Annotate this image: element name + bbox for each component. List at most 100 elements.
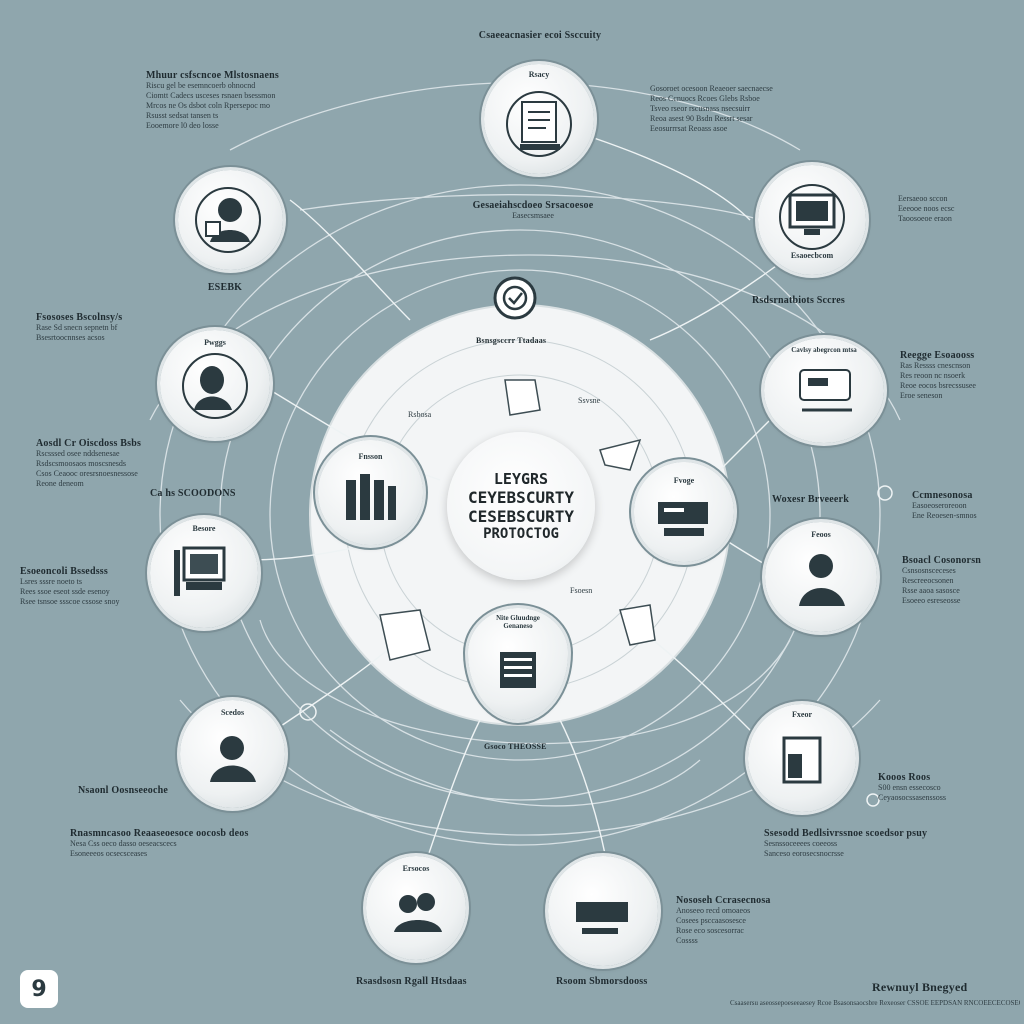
label-right-1-title-text: Rsdsrnatbiots Sccres <box>752 295 845 306</box>
label-left-2-desc-4: Reone deneom <box>36 479 84 488</box>
label-inner-small-2: Ssvsne <box>578 396 600 406</box>
node-inner-left-caption: Fnsson <box>358 452 383 461</box>
node-left-lower: Besore <box>150 518 258 628</box>
label-bottom-left-caption-text: Rsasdsosn Rgall Htsdaas <box>356 976 467 987</box>
label-inner-top: Bsnsgsccrr Ttadaas <box>476 336 546 345</box>
label-bottom-mid-title: Nososeh Ccrasecnosa <box>676 895 771 906</box>
server-icon <box>658 502 708 536</box>
node-inner-bottom-caption: Nite Gluudnge Genaneso <box>496 614 540 630</box>
node-left-lower-caption: Besore <box>192 524 216 533</box>
label-right-1-desc-1: Eersaeoo sccon <box>898 194 948 203</box>
footer: Csaasersu aseossepoeseeaesey Rcoe Bsason… <box>730 998 1020 1008</box>
center-line-4: PROTOCTOG <box>483 526 559 542</box>
center-line-3: CESEBSCURTY <box>468 507 574 526</box>
node-left-upper-caption: ESEBK <box>185 282 265 293</box>
diagram-title-text: Csaeeacnasier ecoi Ssccuity <box>478 30 602 41</box>
label-right-3-tag-text: Woxesr Brveeerk <box>772 494 849 505</box>
label-left-1-title: Fsososes Bscolnsy/s <box>36 312 123 323</box>
label-right-4-title: Bsoacl Cosonorsn <box>902 555 982 566</box>
label-left-2-tag: Ca hs SCOODONS <box>150 488 236 499</box>
label-top-center: Gesaeiahscdoeo Srsacoesoe Easecsmsaee <box>448 200 618 221</box>
label-top-right-desc-4: Reoa asest 90 Bsdn Ressrt sesar <box>650 114 753 123</box>
label-bottom-right-2-desc-1: Sesnssoceeees coeeoss <box>764 839 838 848</box>
label-inner-small-1-text: Rsbosa <box>408 410 432 419</box>
hex-badge: 9 <box>20 970 58 1008</box>
label-bottom-right-2-title: Ssesodd Bedlsivrssnoe scoedsor psuy <box>764 828 928 839</box>
node-bottom-right-upper: Fxeor <box>748 704 856 812</box>
node-right-mid-caption: Feoos <box>811 530 831 539</box>
label-top-center-title: Gesaeiahscdoeo Srsacoesoe <box>472 200 594 211</box>
label-top-center-sub: Easecsmsaee <box>512 211 554 220</box>
label-left-2: Aosdl Cr Oiscdoss Bsbs Rscsssed osee ndd… <box>36 438 141 489</box>
diagram-title: Csaeeacnasier ecoi Ssccuity <box>440 30 640 41</box>
label-left-3: Esoeoncoli Bssedsss Lsres sssre noeto ts… <box>20 566 120 607</box>
label-right-2-title: Reegge Esoaooss <box>900 350 975 361</box>
brand-logo-text: Rewnuyl Bnegyed <box>872 980 968 994</box>
label-inner-bottom: Gsoco THEOSSE <box>484 742 547 751</box>
hacker-icon <box>182 353 248 419</box>
label-left-2-desc-3: Csos Ceaooc oresrsnoesnessose <box>36 469 138 478</box>
label-bottom-mid-desc-2: Cosees psccaasosesce <box>676 916 746 925</box>
label-bottom-left-2-desc-1: Nesa Css oeco dasso oeseacscecs <box>70 839 177 848</box>
label-bottom-left-2: Rnasmncasoo Reaaseoesoce oocosb deos Nes… <box>70 828 249 859</box>
node-left-upper <box>178 170 283 270</box>
label-right-1-desc-2: Eeeooe noos ecsc <box>898 204 955 213</box>
label-top-left-desc-5: Eooemore l0 deo losse <box>146 121 219 130</box>
label-right-3-desc-2: Ene Reoesen-smnos <box>912 511 977 520</box>
label-top-left-desc-3: Mrcos ne Os dsbot coln Rpersepoc mo <box>146 101 270 110</box>
toolbox-icon <box>799 369 852 412</box>
center-line-1: LEYGRS <box>493 470 549 488</box>
label-bottom-mid-desc-4: Cossss <box>676 936 698 945</box>
keyboard-icon <box>576 902 628 934</box>
label-bottom-mid-caption: Rsoom Sbmorsdooss <box>556 976 647 987</box>
monitor-icon <box>779 184 845 250</box>
label-left-3-desc-3: Rsee tsnsoe ssscoe cssose snoy <box>20 597 120 606</box>
label-left-1: Fsososes Bscolnsy/s Rase Sd snecn sepnet… <box>36 312 122 343</box>
label-right-4: Bsoacl Cosonorsn Csnsosnsceceses Rescree… <box>902 555 981 606</box>
node-right-mid: Feoos <box>765 522 877 632</box>
node-top-right-caption: Esaoecbcom <box>790 251 834 260</box>
label-bottom-mid-desc-1: Anoseeo recd omoaeos <box>676 906 751 915</box>
node-top: Rsacy <box>484 64 594 174</box>
label-bottom-mid-desc-3: Rose eco soscesorrac <box>676 926 744 935</box>
center-line-2: CEYEBSCURTY <box>468 488 574 507</box>
label-right-1-desc-3: Taoosoeoe eraon <box>898 214 952 223</box>
label-bottom-right-1: Kooos Roos S00 ensn essecosco Ceyaosocss… <box>878 772 946 803</box>
node-bottom-mid-right <box>548 856 658 966</box>
label-left-3-desc-1: Lsres sssre noeto ts <box>20 577 82 586</box>
label-right-1: Eersaeoo sccon Eeeooe noos ecsc Taoosoeo… <box>898 194 954 224</box>
label-top-right-desc-2: Reos Ccnuocs Rcoes Glebs Rsboe <box>650 94 760 103</box>
node-bottom-left-caption: Scedos <box>220 708 245 717</box>
label-bottom-left-caption: Rsasdsosn Rgall Htsdaas <box>356 976 467 987</box>
label-left-2-title: Aosdl Cr Oiscdoss Bsbs <box>36 438 142 449</box>
node-inner-right: Fvoge <box>634 462 734 562</box>
label-bottom-right-1-title: Kooos Roos <box>878 772 931 783</box>
node-bottom-mid-left: Ersocos <box>366 856 466 960</box>
node-inner-left: Fnsson <box>318 440 423 545</box>
label-top-right-desc-1: Gosoroet ocesoon Reaeoer saecnaecse <box>650 84 773 93</box>
node-inner-right-caption: Fvoge <box>673 476 695 485</box>
cabinet-icon <box>782 736 822 784</box>
label-bottom-left: Nsaonl Oosnseeoche <box>78 785 168 796</box>
label-top-right: Gosoroet ocesoon Reaeoer saecnaecse Reos… <box>650 84 773 134</box>
label-inner-top-text: Bsnsgsccrr Ttadaas <box>476 336 547 345</box>
label-right-1-title: Rsdsrnatbiots Sccres <box>752 295 845 306</box>
label-top-right-desc-3: Tsveo rseor rscusnass nsecsuirr <box>650 104 751 113</box>
node-right-upper-caption: Cavlsy abegrcon mtsa <box>791 346 857 354</box>
person-icon <box>799 554 845 606</box>
label-right-2: Reegge Esoaooss Ras Ressss cnescnson Res… <box>900 350 976 401</box>
label-bottom-left-title: Nsaonl Oosnseeoche <box>78 785 168 796</box>
label-bottom-right-2-desc-2: Sanceso eorosecsnocrsse <box>764 849 844 858</box>
footer-text: Csaasersu aseossepoeseeaesey Rcoe Bsason… <box>730 999 1020 1007</box>
team-icon <box>394 893 442 932</box>
node-bottom-mid-left-caption: Ersocos <box>402 864 430 873</box>
label-right-3: Ccmnesonosa Easoeoseroreoon Ene Reoesen-… <box>912 490 977 521</box>
label-right-4-desc-3: Rsse aaoa sasosce <box>902 586 960 595</box>
label-inner-small-3-text: Fsoesn <box>570 586 593 595</box>
node-left-mid-caption: Pwggs <box>204 338 226 347</box>
label-right-4-desc-1: Csnsosnsceceses <box>902 566 956 575</box>
node-right-upper: Cavlsy abegrcon mtsa <box>764 338 884 443</box>
label-left-1-desc-2: Bsesrtoocnnses acsos <box>36 333 105 342</box>
people-icon <box>346 474 396 520</box>
label-top-left-desc-4: Rsusst sedsat tansen ts <box>146 111 219 120</box>
